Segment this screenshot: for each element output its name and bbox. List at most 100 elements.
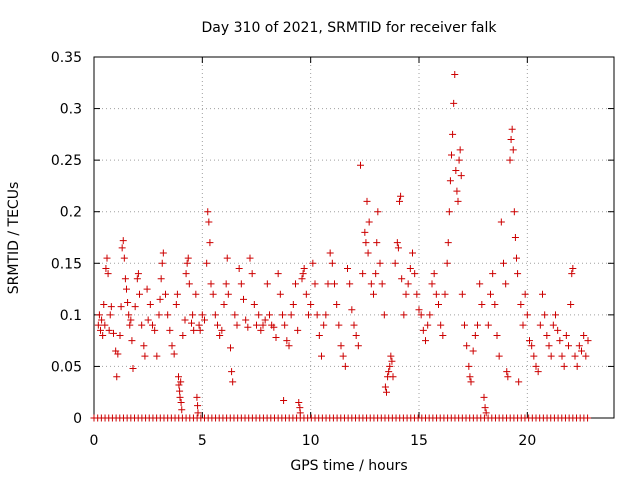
data-point	[439, 331, 447, 339]
x-tick-label: 20	[518, 433, 536, 449]
data-point	[324, 280, 332, 288]
data-point	[106, 311, 114, 319]
axis-ticks	[93, 56, 614, 419]
data-point	[480, 393, 488, 401]
data-point	[194, 409, 202, 417]
data-point	[378, 280, 386, 288]
data-point	[508, 125, 516, 133]
y-tick-label: 0.05	[51, 359, 82, 375]
data-point	[266, 311, 273, 319]
data-point	[383, 388, 390, 396]
data-point	[292, 280, 299, 288]
data-point	[295, 399, 303, 407]
data-point	[556, 337, 564, 345]
data-point	[246, 254, 254, 262]
data-point	[240, 295, 247, 303]
data-point	[209, 290, 217, 298]
data-point	[104, 270, 112, 278]
data-point	[328, 259, 336, 267]
data-point	[444, 239, 452, 247]
data-point	[143, 285, 151, 293]
data-point	[261, 316, 269, 324]
data-point	[107, 303, 115, 311]
data-point	[318, 352, 325, 360]
data-point	[493, 331, 501, 339]
data-point	[503, 368, 511, 376]
data-point	[149, 321, 156, 329]
data-point	[515, 378, 523, 386]
data-points	[90, 71, 592, 422]
data-point	[571, 352, 579, 360]
data-point	[216, 331, 224, 339]
data-point	[543, 331, 551, 339]
data-point	[396, 197, 403, 205]
data-point	[279, 311, 286, 319]
data-point	[313, 311, 321, 319]
data-point	[184, 254, 192, 262]
data-point	[121, 275, 129, 283]
data-point	[471, 331, 479, 339]
data-point	[430, 270, 438, 278]
data-point	[441, 290, 449, 298]
data-point	[409, 249, 416, 257]
data-point	[461, 321, 468, 329]
data-point	[337, 342, 345, 350]
data-point	[455, 156, 463, 164]
data-point	[388, 357, 396, 365]
data-point	[206, 239, 214, 247]
data-point	[185, 280, 193, 288]
data-point	[131, 303, 139, 311]
data-point	[443, 259, 451, 267]
data-point	[287, 311, 295, 319]
data-point	[103, 254, 111, 262]
data-point	[183, 259, 191, 267]
x-tick-label: 0	[90, 433, 99, 449]
data-point	[144, 316, 152, 324]
data-point	[233, 321, 241, 329]
data-point	[476, 280, 484, 288]
data-point	[326, 249, 334, 257]
data-point	[457, 172, 465, 180]
data-point	[204, 208, 212, 216]
data-point	[331, 280, 338, 288]
data-point	[164, 311, 172, 319]
data-point	[176, 387, 184, 395]
data-point	[380, 311, 388, 319]
data-point	[272, 334, 280, 342]
data-point	[170, 350, 178, 358]
data-point	[166, 326, 174, 334]
data-point	[523, 311, 531, 319]
data-point	[469, 347, 477, 355]
y-tick-label: 0.35	[51, 50, 82, 66]
data-point	[454, 197, 462, 205]
data-point	[569, 264, 577, 272]
data-point	[105, 326, 113, 334]
data-point	[582, 352, 590, 360]
data-point	[127, 316, 135, 324]
data-point	[452, 166, 460, 174]
data-point	[413, 290, 421, 298]
data-point	[348, 306, 356, 314]
data-point	[394, 244, 402, 252]
data-point	[365, 218, 373, 226]
data-point	[229, 378, 237, 386]
data-point	[435, 301, 442, 309]
data-point	[465, 362, 473, 370]
data-point	[514, 270, 522, 278]
y-axis-label: SRMTID / TECUs	[6, 182, 22, 295]
x-axis-label: GPS time / hours	[290, 458, 407, 474]
data-point	[255, 311, 263, 319]
data-point	[298, 275, 306, 283]
data-point	[289, 301, 297, 309]
data-point	[153, 352, 161, 360]
data-point	[417, 311, 425, 319]
data-point	[195, 321, 203, 329]
data-point	[385, 368, 393, 376]
data-point	[124, 298, 132, 306]
data-point	[134, 270, 142, 278]
data-point	[117, 303, 125, 311]
data-point	[281, 321, 289, 329]
data-point	[530, 352, 538, 360]
data-point	[253, 321, 260, 329]
